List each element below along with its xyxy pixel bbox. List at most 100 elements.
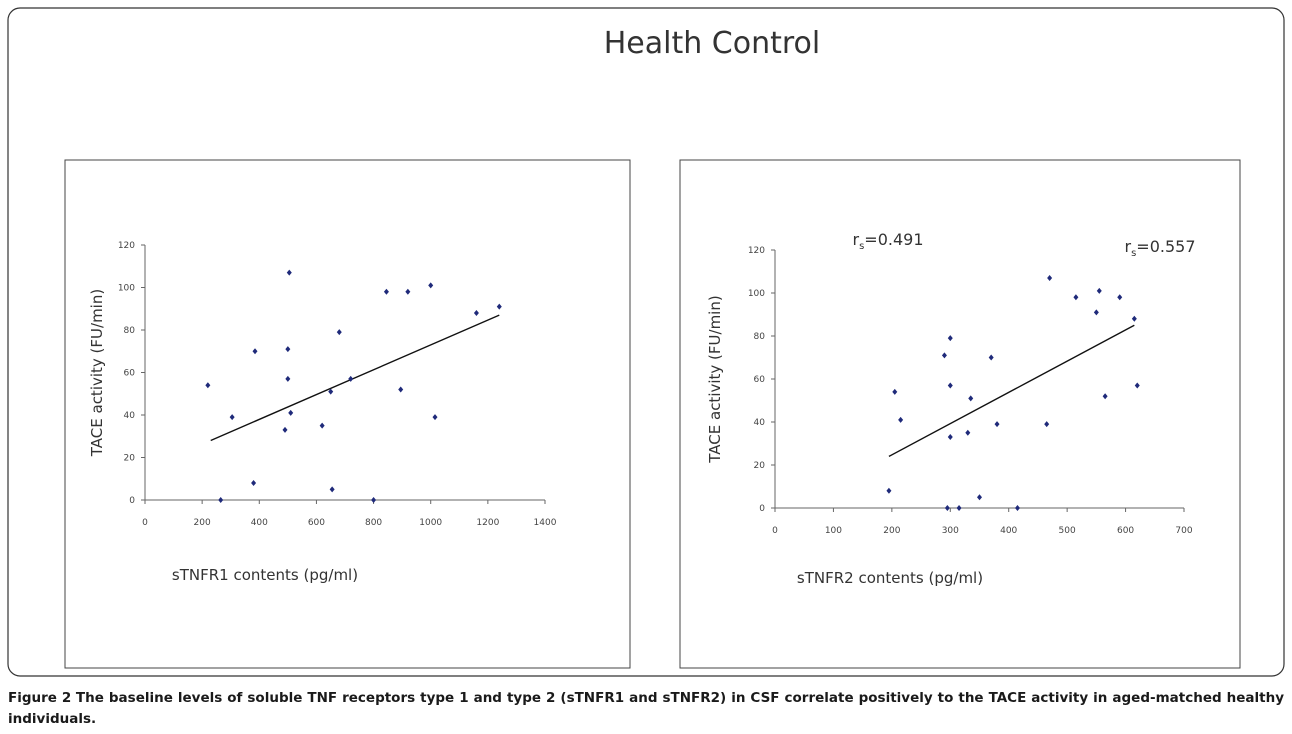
y-tick-label: 0 <box>759 504 765 514</box>
y-tick-label: 100 <box>748 289 765 299</box>
figure-title: Health Control <box>604 26 821 61</box>
data-point <box>329 486 335 493</box>
data-point <box>285 346 291 353</box>
x-tick-label: 0 <box>142 518 148 528</box>
data-point <box>886 487 892 494</box>
data-point <box>1117 294 1123 301</box>
annotation-symbol: r <box>1124 237 1131 256</box>
y-tick-label: 60 <box>124 369 136 379</box>
y-tick-label: 80 <box>124 326 136 336</box>
data-point <box>1102 393 1108 400</box>
caption-label: Figure 2 <box>8 690 72 706</box>
x-tick-label: 200 <box>883 526 900 536</box>
annotation-subscript: s <box>859 241 864 252</box>
x-tick-label: 100 <box>825 526 842 536</box>
x-tick-label: 600 <box>308 518 325 528</box>
y-tick-label: 0 <box>129 496 135 506</box>
data-point <box>994 421 1000 428</box>
x-tick-label: 300 <box>942 526 959 536</box>
data-point <box>941 352 947 359</box>
y-tick-label: 100 <box>118 284 135 294</box>
data-point <box>428 282 434 289</box>
x-tick-label: 400 <box>251 518 268 528</box>
y-tick-label: 120 <box>118 241 135 251</box>
data-point <box>1093 309 1099 316</box>
y-tick-label: 20 <box>754 461 766 471</box>
data-point <box>956 505 962 511</box>
data-point <box>285 375 291 382</box>
data-point <box>892 388 898 395</box>
trendline <box>888 324 1135 458</box>
data-point <box>473 310 479 316</box>
data-point <box>205 382 211 389</box>
x-tick-label: 400 <box>1000 526 1017 536</box>
x-tick-label: 500 <box>1059 526 1076 536</box>
trendline <box>210 314 500 442</box>
data-point <box>405 288 411 295</box>
annotation-value: =0.491 <box>864 230 923 249</box>
y-tick-label: 60 <box>754 375 766 385</box>
data-point <box>252 348 258 355</box>
data-point <box>1014 505 1020 511</box>
annotation: rs=0.491 <box>852 230 923 252</box>
data-point <box>1047 274 1053 281</box>
x-axis-label: sTNFR2 contents (pg/ml) <box>797 569 983 587</box>
y-axis-label: TACE activity (FU/min) <box>706 295 724 463</box>
data-point <box>282 426 288 433</box>
data-point <box>383 288 389 295</box>
annotation-symbol: r <box>852 230 859 249</box>
data-point <box>898 416 904 423</box>
caption-text: The baseline levels of soluble TNF recep… <box>8 690 1285 727</box>
data-point <box>336 329 342 336</box>
data-point <box>496 303 502 310</box>
data-point <box>1134 382 1140 389</box>
data-point <box>319 422 325 429</box>
data-point <box>977 494 982 501</box>
data-point <box>968 395 974 402</box>
annotation: rs=0.557 <box>1124 237 1195 259</box>
y-axis-label: TACE activity (FU/min) <box>88 289 106 457</box>
data-point <box>432 414 438 421</box>
data-point <box>947 434 953 441</box>
data-point <box>229 414 235 421</box>
data-point <box>348 375 354 382</box>
x-tick-label: 0 <box>772 526 778 536</box>
data-point <box>398 386 404 393</box>
data-point <box>251 480 257 486</box>
data-point <box>288 409 294 416</box>
y-tick-label: 120 <box>748 246 765 256</box>
figure-frame <box>7 7 1285 677</box>
y-tick-label: 20 <box>124 454 136 464</box>
caption: Figure 2 The baseline levels of soluble … <box>8 688 1284 730</box>
data-point <box>988 354 994 361</box>
data-point <box>947 382 953 389</box>
data-point <box>371 497 377 503</box>
data-point <box>1044 421 1050 428</box>
y-tick-label: 40 <box>754 418 766 428</box>
data-point <box>1073 294 1079 301</box>
x-tick-label: 800 <box>365 518 382 528</box>
x-tick-label: 700 <box>1175 526 1192 536</box>
data-point <box>1131 315 1137 322</box>
x-tick-label: 1400 <box>534 518 557 528</box>
data-point <box>965 429 971 436</box>
x-axis-label: sTNFR1 contents (pg/ml) <box>172 566 358 584</box>
annotation-subscript: s <box>1131 248 1136 259</box>
y-tick-label: 40 <box>124 411 136 421</box>
data-point <box>218 497 224 503</box>
panel-frame <box>64 159 631 669</box>
x-tick-label: 1200 <box>476 518 499 528</box>
data-point <box>328 388 334 395</box>
data-point <box>286 269 292 276</box>
panel-frame <box>679 159 1241 669</box>
x-tick-label: 600 <box>1117 526 1134 536</box>
y-tick-label: 80 <box>754 332 766 342</box>
annotation-value: =0.557 <box>1136 237 1195 256</box>
data-point <box>944 505 950 511</box>
x-tick-label: 200 <box>194 518 211 528</box>
x-tick-label: 1000 <box>419 518 442 528</box>
data-point <box>1096 287 1102 294</box>
data-point <box>947 335 953 342</box>
